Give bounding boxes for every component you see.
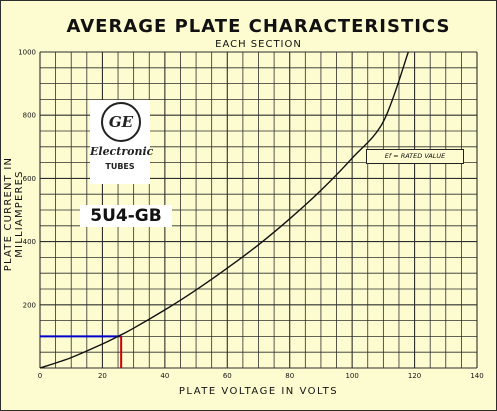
plate-current-curve: [39, 51, 409, 369]
x-tick-label: 40: [160, 372, 169, 380]
logo-tubes-text: TUBES: [105, 162, 135, 171]
y-tick-label: 600: [23, 175, 36, 183]
ge-electronic-tubes-logo: GE Electronic TUBES: [90, 100, 154, 184]
y-tick-label: 200: [23, 301, 36, 309]
chart-title: AVERAGE PLATE CHARACTERISTICS: [66, 16, 451, 37]
y-tick-label: 800: [23, 112, 36, 120]
y-tick-label: 400: [23, 238, 36, 246]
logo-brand-text: Electronic: [90, 145, 154, 158]
x-tick-label: 60: [223, 372, 232, 380]
x-tick-label: 140: [470, 372, 483, 380]
x-tick-label: 120: [408, 372, 421, 380]
x-tick-label: 20: [98, 372, 107, 380]
ge-monogram-icon: GE: [101, 102, 141, 142]
x-tick-label: 80: [285, 372, 294, 380]
x-axis-label: PLATE VOLTAGE IN VOLTS: [178, 386, 339, 397]
condition-annotation: Ef = RATED VALUE: [366, 149, 464, 164]
x-tick-label: 100: [345, 372, 358, 380]
chart-subtitle: EACH SECTION: [215, 39, 302, 50]
y-tick-label: 1000: [18, 49, 36, 57]
tube-model-label: 5U4-GB: [80, 205, 172, 227]
x-tick-label: 0: [38, 372, 42, 380]
